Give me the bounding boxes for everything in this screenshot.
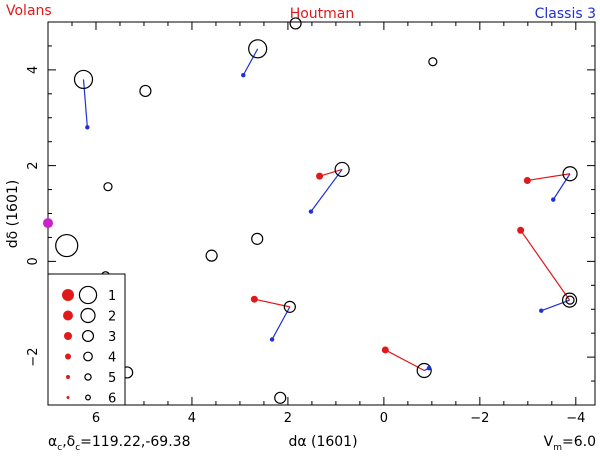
legend-filled-marker <box>62 289 74 301</box>
legend-filled-marker <box>65 353 71 360</box>
houtman-link-line <box>319 168 343 177</box>
houtman-star <box>381 346 389 354</box>
y-tick-label: 4 <box>26 66 41 74</box>
modern-link-line <box>541 299 570 312</box>
footer-vm-sub: m <box>553 443 562 453</box>
catalog-star-open <box>139 84 152 98</box>
legend-open-marker <box>80 307 96 324</box>
catalog-star-open <box>565 295 575 305</box>
legend-open-marker <box>84 373 92 381</box>
axis-ticks: 6 4 2 0 −2 −4 −2 0 2 4 <box>26 22 595 426</box>
modern-star <box>551 197 556 202</box>
catalog-star-open <box>562 166 578 182</box>
x-axis-label: dα (1601) <box>288 434 357 450</box>
legend-label: 5 <box>108 371 116 386</box>
legend-label: 6 <box>108 392 116 407</box>
x-tick-label: −4 <box>566 411 585 426</box>
catalog-star-open <box>205 249 218 262</box>
modern-link-line <box>552 173 571 200</box>
modern-star <box>85 125 90 130</box>
plot-frame <box>47 21 596 406</box>
houtman-star <box>250 295 258 303</box>
catalog-star-open <box>289 17 302 30</box>
modern-link-line <box>271 306 291 340</box>
modern-link-line <box>310 169 343 212</box>
catalog-star-open <box>55 233 79 258</box>
legend-filled-marker <box>66 396 70 399</box>
modern-link-line <box>82 79 88 128</box>
legend-filled-marker <box>63 310 73 321</box>
houtman-star <box>517 226 525 234</box>
modern-star <box>308 209 314 214</box>
extra-star <box>43 218 53 229</box>
catalog-star-open <box>561 292 578 308</box>
houtman-link-line <box>520 229 571 301</box>
modern-star <box>539 308 544 313</box>
connection-lines <box>82 48 571 372</box>
catalog-star-open <box>428 57 438 67</box>
footer-alpha-sub: c <box>57 443 62 453</box>
catalog-star-open <box>251 232 264 245</box>
houtman-star <box>316 172 324 180</box>
modern-link-line <box>242 48 259 76</box>
legend-open-marker <box>83 351 93 362</box>
catalog-star-open <box>103 182 113 192</box>
header-left: Volans <box>6 3 52 19</box>
footer-delta: δ <box>67 434 76 450</box>
legend-open-marker <box>78 285 98 305</box>
legend-open-marker <box>85 394 91 401</box>
legend-open-marker <box>81 329 95 343</box>
catalog-star-open <box>248 39 268 59</box>
x-tick-label: 0 <box>380 411 388 426</box>
legend-items: 1 2 3 4 5 6 <box>62 285 116 407</box>
footer-vm: Vm=6.0 <box>544 434 596 453</box>
modern-star <box>241 72 246 78</box>
y-tick-label: −2 <box>26 348 41 367</box>
x-tick-label: 4 <box>188 411 196 426</box>
legend-label: 3 <box>108 330 116 345</box>
footer-coords-value: =119.22,-69.38 <box>80 434 190 450</box>
y-tick-label: 2 <box>26 161 41 169</box>
x-tick-label: −2 <box>470 411 489 426</box>
footer-coords: αc,δc=119.22,-69.38 <box>48 434 190 453</box>
x-tick-label: 2 <box>284 411 292 426</box>
footer-vm-value: =6.0 <box>562 434 596 450</box>
catalog-star-open <box>73 69 94 90</box>
y-tick-label: 0 <box>26 257 41 265</box>
houtman-star <box>523 176 531 184</box>
legend: 1 2 3 4 5 6 <box>47 273 126 407</box>
modern-star <box>269 337 275 342</box>
catalog-star-open <box>334 161 350 178</box>
legend-filled-marker <box>66 375 70 379</box>
footer-comma: , <box>62 434 66 450</box>
legend-label: 1 <box>108 289 116 304</box>
modern-star <box>426 365 432 371</box>
catalog-star-open <box>274 391 287 404</box>
footer-vm-v: V <box>544 434 554 450</box>
x-tick-label: 6 <box>92 411 100 426</box>
footer-delta-sub: c <box>75 443 80 453</box>
star-markers <box>43 17 578 404</box>
header-right: Classis 3 <box>535 6 596 22</box>
y-axis-label: dδ (1601) <box>5 180 21 248</box>
catalog-star-open <box>283 300 296 313</box>
legend-label: 2 <box>108 310 116 325</box>
legend-filled-marker <box>64 332 72 340</box>
footer-alpha: α <box>48 434 57 450</box>
catalog-star-open <box>416 362 432 379</box>
header-center: Houtman <box>290 6 355 22</box>
legend-label: 4 <box>108 351 116 366</box>
legend-box <box>47 273 126 406</box>
